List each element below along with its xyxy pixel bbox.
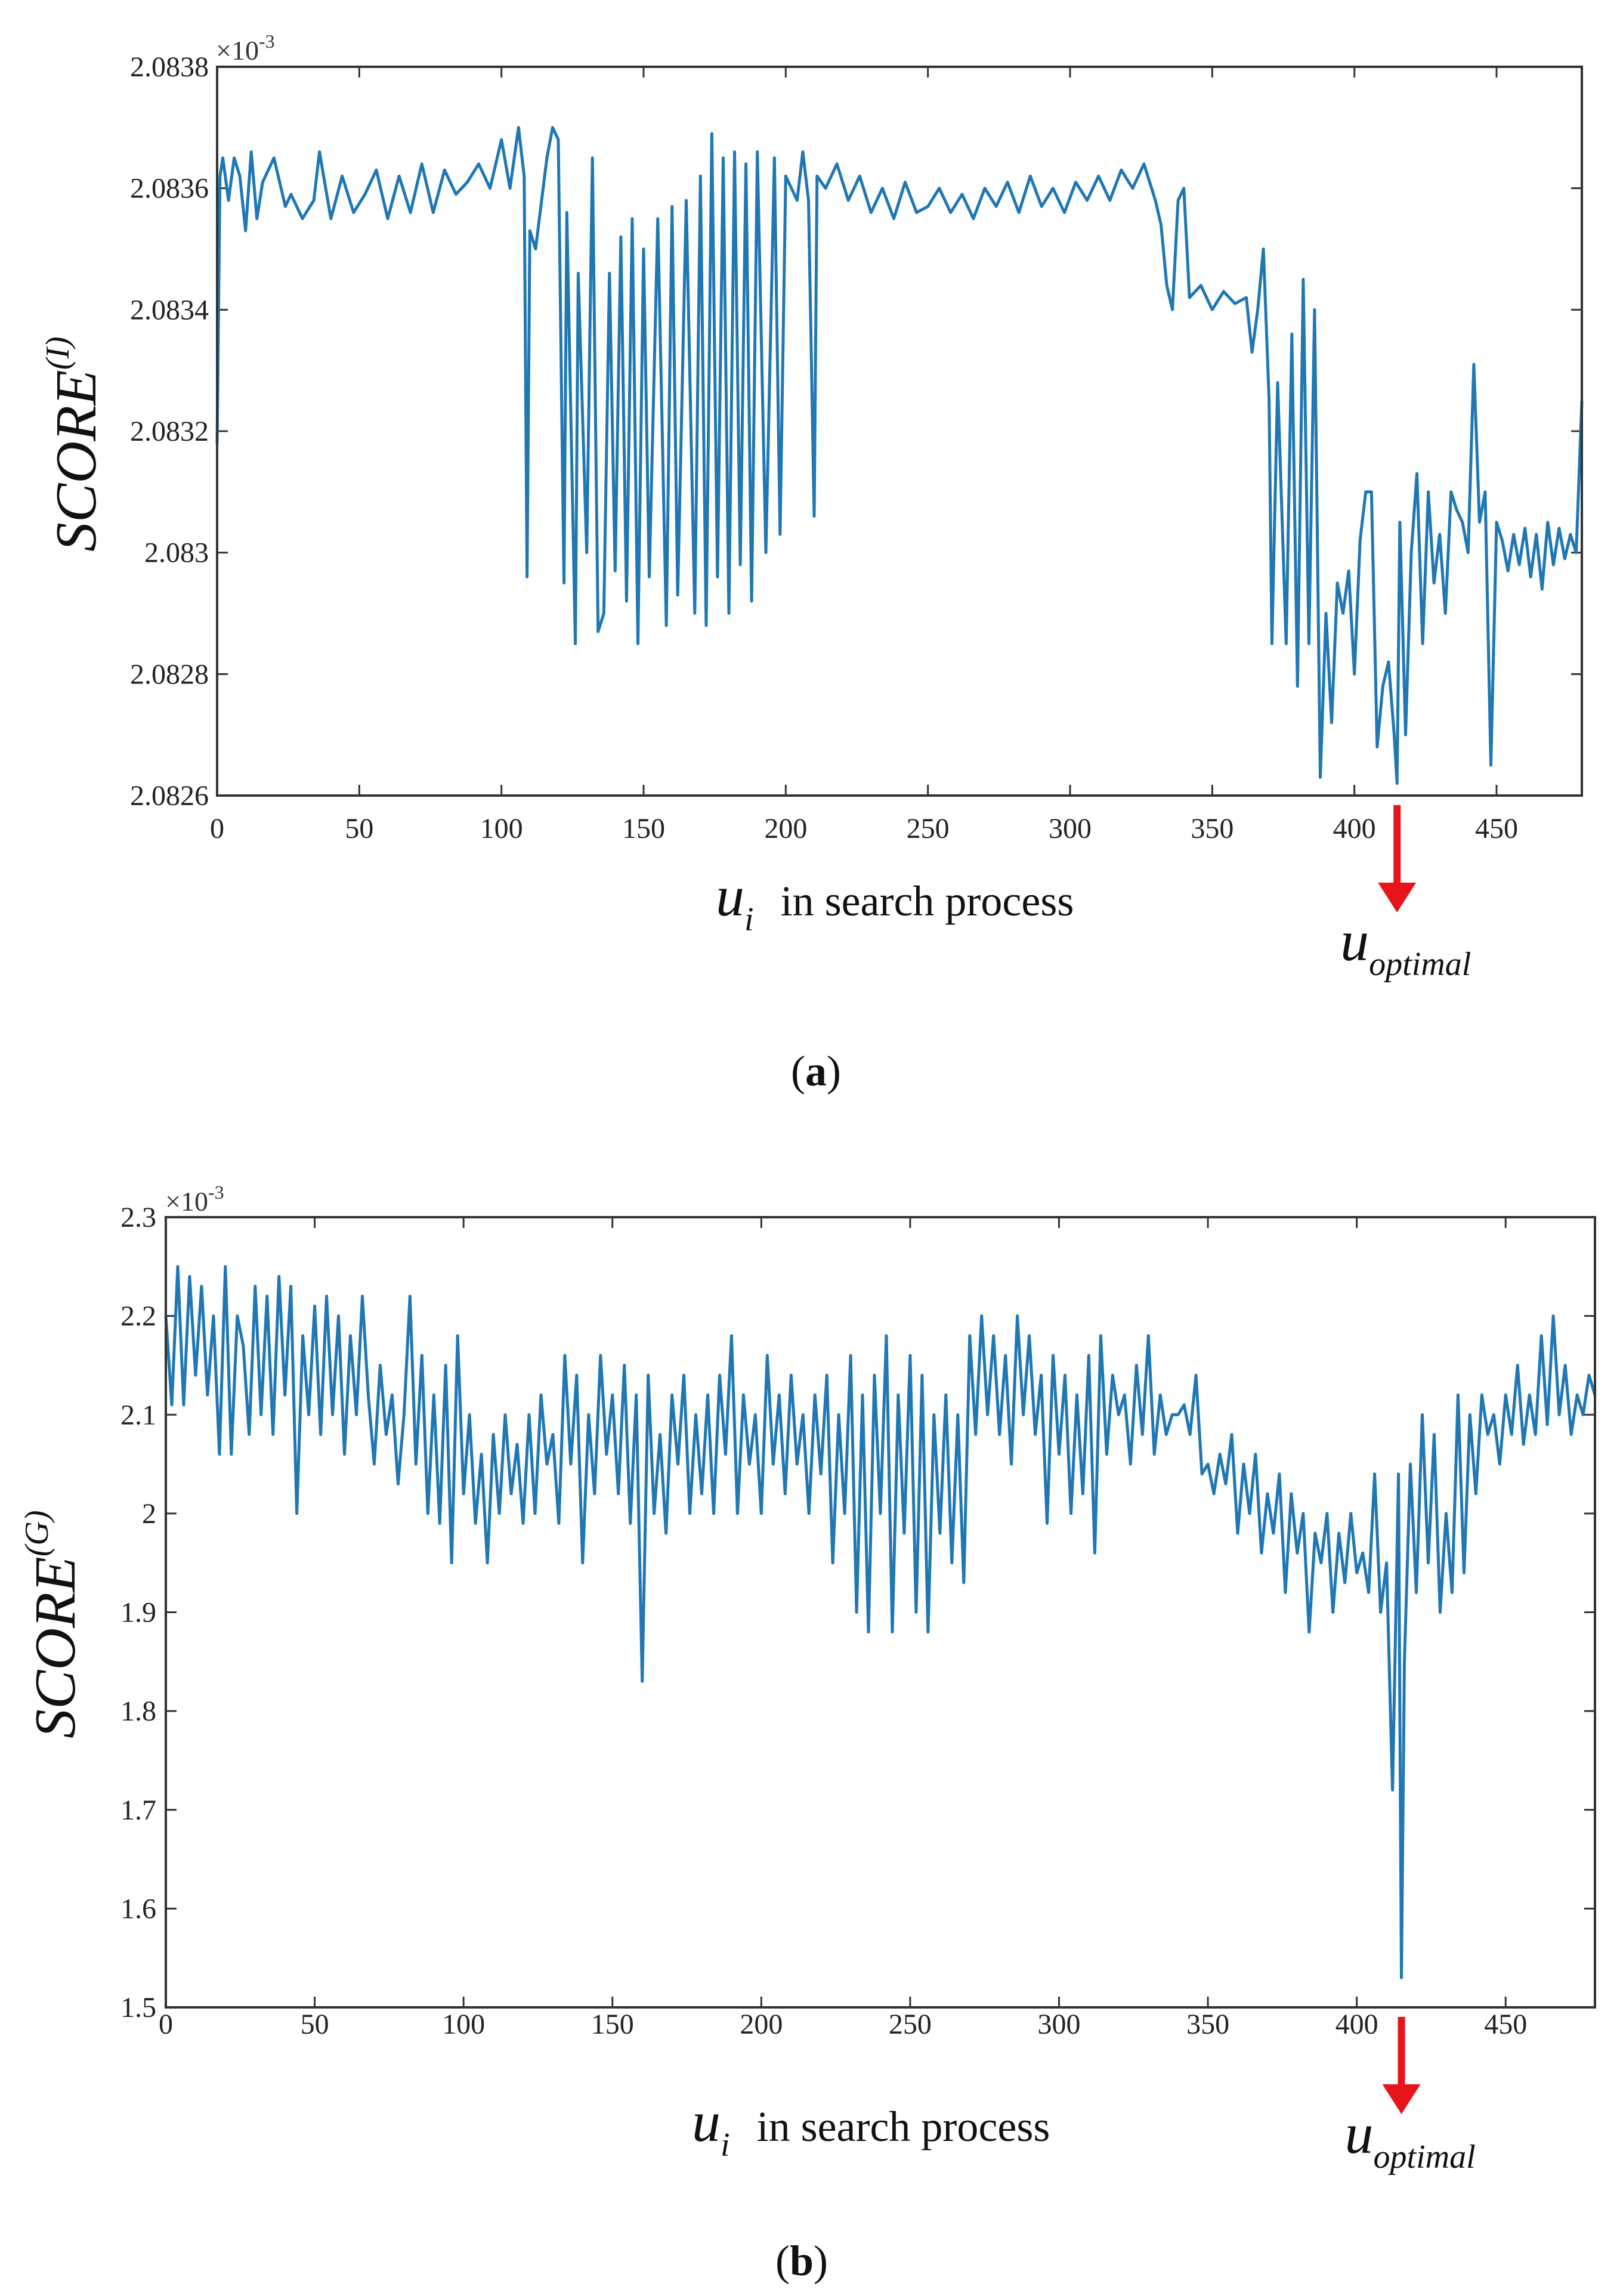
panel-b-x-tick-label: 0 bbox=[159, 2009, 173, 2040]
panel-b-x-tick-label: 300 bbox=[1038, 2009, 1081, 2040]
panel-a-series-line bbox=[215, 126, 1584, 785]
panel-a-x-tick-label: 100 bbox=[480, 813, 523, 844]
panel-a-y-axis-label: SCORE(I) bbox=[39, 336, 109, 552]
panel-b-x-tick-label: 150 bbox=[591, 2009, 634, 2040]
panel-a-y-tick-label: 2.0838 bbox=[130, 51, 209, 83]
panel-a-x-tick-label: 0 bbox=[210, 813, 224, 844]
panel-b: ×10-3 1.5 1.6 1.7 1.8 1.9 2 2.1 2.2 2.3 0 50 100 15… bbox=[18, 1181, 1597, 2285]
panel-a-plot-frame bbox=[216, 66, 1583, 797]
panel-b-x-tick-label: 400 bbox=[1336, 2009, 1378, 2040]
panel-a-y-tick-label: 2.083 bbox=[144, 537, 209, 569]
panel-a-y-tick-label: 2.0836 bbox=[130, 173, 209, 205]
panel-b-optimal-arrow bbox=[1382, 2017, 1421, 2114]
panel-b-x-tick-label: 100 bbox=[442, 2009, 485, 2040]
panel-a-x-tick-labels: 0 50 100 150 200 250 300 350 400 450 bbox=[210, 813, 1518, 844]
panel-a-y-tick-label: 2.0826 bbox=[130, 780, 209, 812]
panel-b-plot-frame bbox=[165, 1216, 1596, 2009]
panel-b-y-tick-label: 1.6 bbox=[120, 1893, 156, 1924]
panel-a-x-tick-label: 450 bbox=[1475, 813, 1518, 844]
panel-b-y-tick-label: 2.1 bbox=[120, 1399, 156, 1431]
panel-a-x-tick-label: 400 bbox=[1333, 813, 1376, 844]
panel-b-y-tick-label: 1.9 bbox=[120, 1597, 156, 1629]
panel-a-series bbox=[215, 126, 1584, 785]
panel-b-x-tick-label: 350 bbox=[1186, 2009, 1229, 2040]
panel-a-optimal-label: uoptimal bbox=[1340, 909, 1471, 983]
panel-a-y-tick-label: 2.0834 bbox=[130, 294, 209, 326]
panel-a-x-tick-label: 50 bbox=[345, 813, 373, 844]
panel-b-y-tick-label: 1.8 bbox=[120, 1695, 156, 1727]
panel-b-y-tick-label: 1.7 bbox=[120, 1794, 156, 1826]
panel-a-x-tick-label: 350 bbox=[1191, 813, 1234, 844]
panel-b-x-tick-label: 200 bbox=[740, 2009, 783, 2040]
panel-b-y-tick-labels: 1.5 1.6 1.7 1.8 1.9 2 2.1 2.2 2.3 bbox=[120, 1202, 156, 2023]
panel-a-optimal-arrow bbox=[1378, 805, 1417, 912]
panel-b-y-axis-label: SCORE(G) bbox=[18, 1510, 88, 1738]
panel-a-optimal-arrow-head bbox=[1378, 883, 1417, 912]
panel-b-y-tick-label: 1.5 bbox=[120, 1992, 156, 2023]
panel-b-x-tick-labels: 0 50 100 150 200 250 300 350 400 450 bbox=[159, 2009, 1527, 2040]
panel-a-caption: (a) bbox=[791, 1047, 841, 1095]
panel-b-series bbox=[164, 1265, 1597, 1979]
panel-b-optimal-arrow-head bbox=[1382, 2084, 1421, 2114]
panel-a-x-tick-label: 150 bbox=[622, 813, 665, 844]
panel-b-x-tick-label: 450 bbox=[1484, 2009, 1527, 2040]
panel-b-x-tick-label: 50 bbox=[301, 2009, 329, 2040]
panel-b-y-tick-label: 2.3 bbox=[120, 1202, 156, 1233]
panel-a-y-tick-label: 2.0832 bbox=[130, 416, 209, 447]
panel-a-sci-multiplier: ×10-3 bbox=[216, 30, 275, 66]
panel-a-x-tick-label: 250 bbox=[907, 813, 950, 844]
panel-b-optimal-label: uoptimal bbox=[1345, 2102, 1476, 2176]
panel-b-y-tick-label: 2 bbox=[142, 1498, 156, 1530]
panel-b-y-tick-label: 2.2 bbox=[120, 1301, 156, 1332]
panel-a: ×10-3 2.0826 2.0828 2.083 2.0832 2.0834 2.083… bbox=[39, 30, 1584, 1095]
panel-a-x-tick-label: 300 bbox=[1049, 813, 1092, 844]
panel-b-x-axis-label: ui in search process bbox=[692, 2090, 1050, 2164]
panel-b-sci-multiplier: ×10-3 bbox=[165, 1181, 224, 1217]
panel-a-x-tick-label: 200 bbox=[764, 813, 807, 844]
panel-b-series-line bbox=[164, 1265, 1597, 1979]
panel-a-y-tick-labels: 2.0826 2.0828 2.083 2.0832 2.0834 2.0836 2.083… bbox=[130, 51, 209, 812]
panel-b-caption: (b) bbox=[775, 2237, 828, 2285]
panel-b-x-tick-label: 250 bbox=[889, 2009, 932, 2040]
panel-a-y-tick-label: 2.0828 bbox=[130, 658, 209, 690]
panel-a-x-axis-label: ui in search process bbox=[716, 864, 1074, 938]
